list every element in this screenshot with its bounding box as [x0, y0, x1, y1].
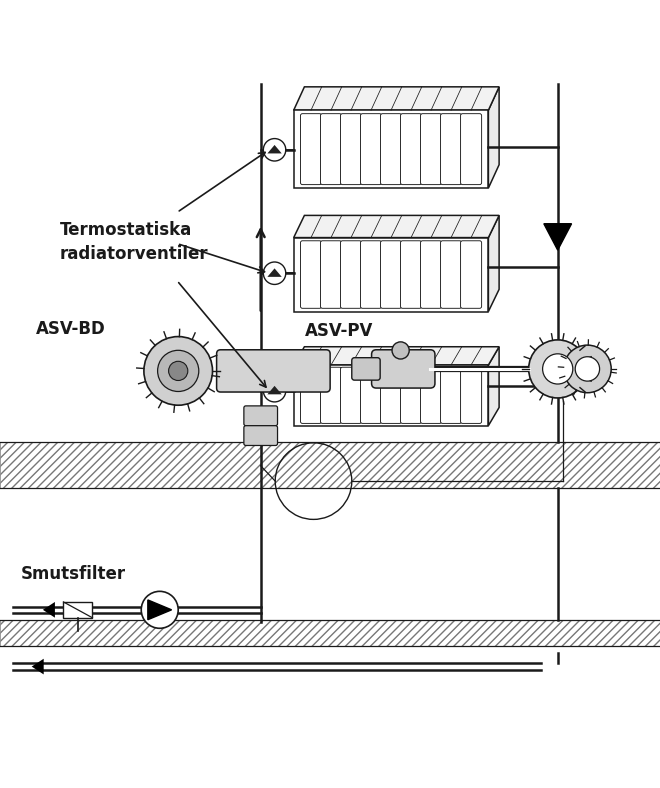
Polygon shape — [544, 224, 572, 250]
Bar — [0, 441, 660, 488]
Polygon shape — [267, 269, 282, 277]
FancyBboxPatch shape — [441, 367, 461, 423]
FancyBboxPatch shape — [401, 367, 422, 423]
Circle shape — [144, 336, 213, 405]
FancyBboxPatch shape — [321, 241, 341, 308]
Text: ASV-PV: ASV-PV — [305, 322, 374, 340]
Polygon shape — [488, 347, 499, 426]
Text: ASV-BD: ASV-BD — [36, 320, 106, 338]
Polygon shape — [43, 602, 55, 618]
Circle shape — [158, 351, 199, 392]
Circle shape — [392, 342, 409, 359]
FancyBboxPatch shape — [216, 350, 330, 392]
FancyBboxPatch shape — [381, 113, 401, 184]
FancyBboxPatch shape — [341, 113, 362, 184]
Text: Termostatiska
radiatorventiler: Termostatiska radiatorventiler — [59, 221, 208, 263]
Circle shape — [168, 361, 188, 381]
FancyBboxPatch shape — [441, 241, 461, 308]
FancyBboxPatch shape — [244, 426, 277, 445]
Bar — [0, 619, 660, 646]
Circle shape — [263, 262, 286, 284]
FancyBboxPatch shape — [360, 241, 381, 308]
Circle shape — [576, 357, 599, 381]
Polygon shape — [294, 87, 499, 110]
Polygon shape — [294, 215, 499, 237]
Circle shape — [529, 340, 587, 398]
FancyBboxPatch shape — [420, 113, 442, 184]
FancyBboxPatch shape — [461, 367, 482, 423]
Circle shape — [141, 591, 178, 628]
Circle shape — [263, 139, 286, 161]
Bar — [294, 365, 488, 426]
Polygon shape — [32, 659, 44, 675]
FancyBboxPatch shape — [300, 367, 321, 423]
FancyBboxPatch shape — [420, 367, 442, 423]
Text: Smutsfilter: Smutsfilter — [21, 564, 126, 582]
Polygon shape — [488, 87, 499, 188]
FancyBboxPatch shape — [321, 367, 341, 423]
FancyBboxPatch shape — [372, 350, 435, 388]
Bar — [294, 110, 488, 188]
Circle shape — [543, 354, 573, 384]
FancyBboxPatch shape — [381, 367, 401, 423]
Polygon shape — [267, 145, 282, 154]
FancyBboxPatch shape — [341, 241, 362, 308]
Circle shape — [263, 380, 286, 402]
Polygon shape — [267, 386, 282, 394]
FancyBboxPatch shape — [244, 406, 277, 426]
FancyBboxPatch shape — [401, 113, 422, 184]
Polygon shape — [148, 600, 172, 619]
FancyBboxPatch shape — [381, 241, 401, 308]
Bar — [63, 602, 92, 618]
FancyBboxPatch shape — [360, 367, 381, 423]
FancyBboxPatch shape — [341, 367, 362, 423]
Polygon shape — [294, 347, 499, 365]
Circle shape — [564, 345, 611, 392]
FancyBboxPatch shape — [420, 241, 442, 308]
FancyBboxPatch shape — [461, 113, 482, 184]
FancyBboxPatch shape — [441, 113, 461, 184]
FancyBboxPatch shape — [360, 113, 381, 184]
FancyBboxPatch shape — [300, 241, 321, 308]
FancyBboxPatch shape — [300, 113, 321, 184]
Bar — [294, 237, 488, 311]
FancyBboxPatch shape — [461, 241, 482, 308]
FancyBboxPatch shape — [401, 241, 422, 308]
FancyBboxPatch shape — [352, 358, 380, 380]
Polygon shape — [488, 215, 499, 311]
FancyBboxPatch shape — [321, 113, 341, 184]
